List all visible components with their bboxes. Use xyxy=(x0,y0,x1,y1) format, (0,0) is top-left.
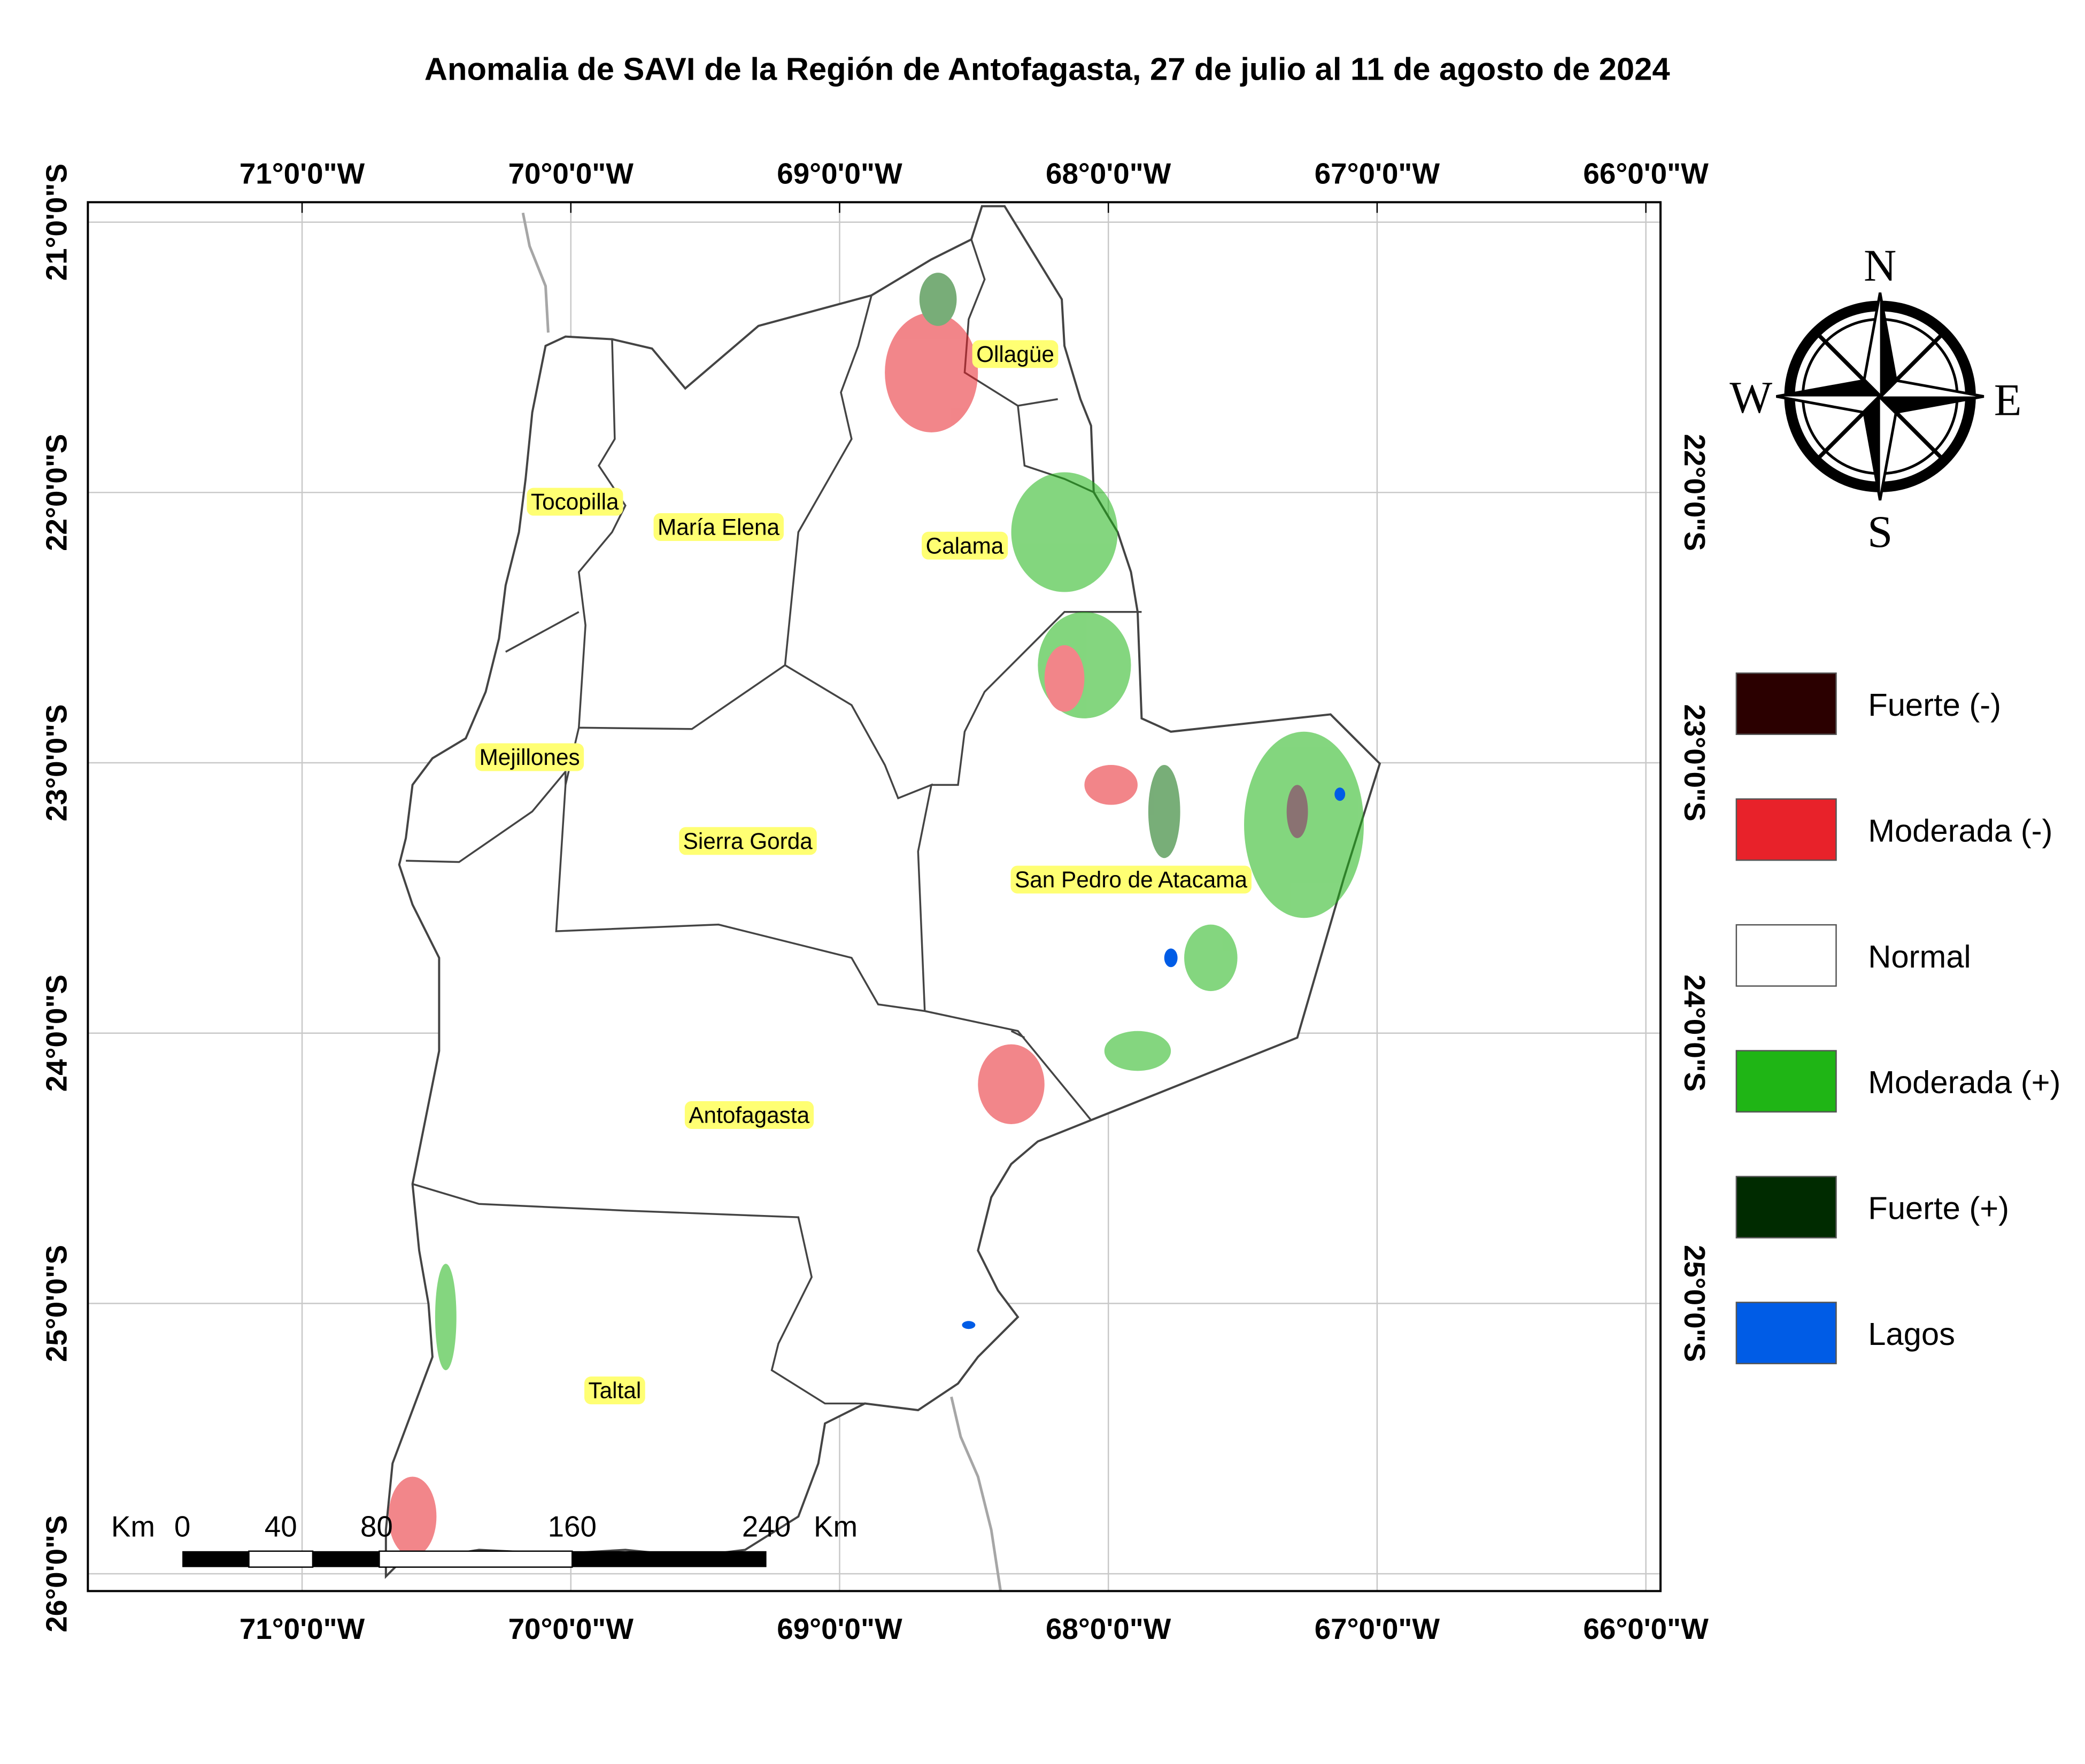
longitude-label-top: 68°0'0"W xyxy=(1046,157,1171,190)
commune-label: Tocopilla xyxy=(531,489,619,514)
anomaly-patch xyxy=(1184,924,1238,992)
legend-swatch xyxy=(1735,924,1837,987)
legend-label: Moderada (-) xyxy=(1868,813,2052,848)
anomaly-raster xyxy=(388,273,1364,1557)
label-halo xyxy=(1010,865,1252,894)
scale-label: 240 xyxy=(742,1510,791,1543)
legend-swatch xyxy=(1735,798,1837,861)
legend-swatch xyxy=(1735,1175,1837,1239)
anomaly-patch xyxy=(1104,1031,1171,1071)
longitude-label-top: 70°0'0"W xyxy=(508,157,634,190)
compass-diagonals xyxy=(1816,332,1944,461)
north-arrow: N S W E xyxy=(1729,241,2021,557)
scale-label: 80 xyxy=(360,1510,393,1543)
legend-label: Fuerte (-) xyxy=(1868,687,2001,723)
latitude-label-left: 26°0'0"S xyxy=(40,1515,73,1633)
longitude-label-top: 66°0'0"W xyxy=(1583,157,1709,190)
commune-label: Mejillones xyxy=(480,745,580,770)
longitude-label-bottom: 71°0'0"W xyxy=(240,1612,365,1645)
scale-segment xyxy=(182,1551,249,1567)
anomaly-patch xyxy=(435,1264,457,1371)
lake xyxy=(1164,948,1178,968)
longitude-label-top: 71°0'0"W xyxy=(240,157,365,190)
label-halo xyxy=(679,827,817,855)
longitude-label-bottom: 67°0'0"W xyxy=(1315,1612,1440,1645)
legend-label: Moderada (+) xyxy=(1868,1064,2060,1100)
longitude-label-top: 67°0'0"W xyxy=(1315,157,1440,190)
scale-label: Km xyxy=(111,1510,155,1543)
anomaly-patch xyxy=(885,312,978,432)
longitude-label-bottom: 66°0'0"W xyxy=(1583,1612,1709,1645)
map-frame xyxy=(87,201,1662,1592)
latitude-label-left: 24°0'0"S xyxy=(40,974,73,1092)
commune-label: Antofagasta xyxy=(689,1102,809,1127)
latitude-label-right: 22°0'0"S xyxy=(1678,434,1711,551)
label-halo xyxy=(653,513,784,541)
latitude-label-right: 25°0'0"S xyxy=(1678,1245,1711,1362)
longitude-label-top: 69°0'0"W xyxy=(777,157,902,190)
scale-label: 0 xyxy=(174,1510,190,1543)
latitude-label-right: 23°0'0"S xyxy=(1678,704,1711,821)
region-outline xyxy=(384,205,1381,1579)
latitude-label-left: 23°0'0"S xyxy=(40,704,73,821)
anomaly-patch xyxy=(1044,645,1085,712)
commune-label: San Pedro de Atacama xyxy=(1015,867,1247,892)
label-halo xyxy=(475,743,584,771)
anomaly-patch xyxy=(1011,472,1118,592)
label-halo xyxy=(584,1376,645,1405)
map-title: Anomalia de SAVI de la Región de Antofag… xyxy=(424,51,1670,87)
lake xyxy=(1334,787,1346,801)
latitude-label-left: 21°0'0"S xyxy=(40,164,73,281)
label-halo xyxy=(972,340,1059,368)
scale-segment xyxy=(248,1550,314,1568)
longitude-label-bottom: 70°0'0"W xyxy=(508,1612,634,1645)
latitude-label-left: 22°0'0"S xyxy=(40,434,73,551)
scale-label: Km xyxy=(814,1510,858,1543)
scale-segment xyxy=(572,1551,767,1567)
scale-segment xyxy=(379,1550,573,1568)
scale-label: 40 xyxy=(265,1510,297,1543)
legend-label: Fuerte (+) xyxy=(1868,1190,2009,1226)
anomaly-patch xyxy=(1084,764,1138,805)
legend-label: Lagos xyxy=(1868,1316,1955,1352)
commune-label: Ollagüe xyxy=(976,342,1054,367)
legend: Fuerte (-) Moderada (-) Normal Moderada (+)… xyxy=(1735,672,2060,1365)
lake xyxy=(962,1321,976,1329)
latitude-label-right: 24°0'0"S xyxy=(1678,974,1711,1092)
label-halo xyxy=(684,1101,814,1129)
commune-label: Calama xyxy=(926,533,1004,558)
anomaly-patch xyxy=(978,1044,1045,1124)
compass-south: S xyxy=(1867,507,1893,557)
commune-labels: Ollagüe Tocopilla María Elena Calama Mejillo… xyxy=(475,340,1252,1405)
international-border xyxy=(521,212,1002,1591)
label-halo xyxy=(527,488,623,516)
longitude-label-bottom: 69°0'0"W xyxy=(777,1612,902,1645)
anomaly-patch xyxy=(1286,785,1308,838)
anomaly-patch xyxy=(919,273,957,326)
latitude-label-left: 25°0'0"S xyxy=(40,1245,73,1362)
anomaly-patch xyxy=(1148,764,1180,858)
legend-label: Normal xyxy=(1868,939,1971,974)
legend-swatch xyxy=(1735,672,1837,735)
commune-label: Sierra Gorda xyxy=(683,829,813,854)
anomaly-patch xyxy=(388,1476,437,1557)
longitude-label-bottom: 68°0'0"W xyxy=(1046,1612,1171,1645)
legend-swatch xyxy=(1735,1302,1837,1365)
scale-label: 160 xyxy=(548,1510,597,1543)
legend-swatch xyxy=(1735,1050,1837,1113)
compass-east: E xyxy=(1994,375,2022,425)
compass-north: N xyxy=(1864,241,1896,291)
label-halo xyxy=(922,531,1008,560)
compass-west: W xyxy=(1729,373,1772,422)
scale-bar: Km 0 40 80 160 240 Km xyxy=(111,1510,858,1568)
commune-label: Taltal xyxy=(589,1378,642,1403)
scale-segment xyxy=(312,1551,380,1567)
commune-label: María Elena xyxy=(658,514,780,539)
